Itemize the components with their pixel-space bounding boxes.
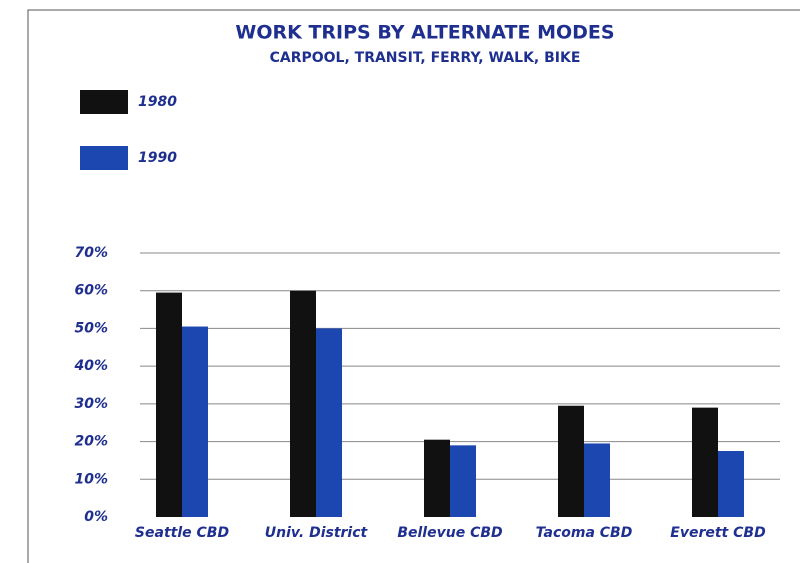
y-tick-label: 60% xyxy=(74,283,108,299)
x-tick-label: Everett CBD xyxy=(670,525,765,541)
bar xyxy=(316,328,342,517)
x-tick-label: Bellevue CBD xyxy=(397,525,502,541)
legend-swatch xyxy=(80,90,128,114)
legend-label: 1990 xyxy=(138,150,177,166)
y-tick-label: 30% xyxy=(74,396,108,412)
bar xyxy=(156,292,182,517)
bar xyxy=(290,290,316,517)
frame xyxy=(27,9,800,563)
bar xyxy=(558,405,584,517)
bar xyxy=(182,326,208,517)
y-tick-label: 70% xyxy=(74,245,108,261)
y-tick-label: 50% xyxy=(74,320,108,336)
chart-title: WORK TRIPS BY ALTERNATE MODES xyxy=(235,22,614,44)
bar xyxy=(450,445,476,517)
bar xyxy=(718,451,744,517)
legend-label: 1980 xyxy=(138,94,177,110)
y-tick-label: 0% xyxy=(84,509,108,525)
bar xyxy=(692,407,718,517)
chart-subtitle: CARPOOL, TRANSIT, FERRY, WALK, BIKE xyxy=(270,50,581,66)
legend-swatch xyxy=(80,146,128,170)
x-tick-label: Seattle CBD xyxy=(135,525,229,541)
x-tick-label: Univ. District xyxy=(265,525,369,541)
y-tick-label: 10% xyxy=(74,471,108,487)
x-tick-label: Tacoma CBD xyxy=(536,525,633,541)
y-tick-label: 20% xyxy=(74,434,108,450)
bar xyxy=(424,439,450,517)
bar xyxy=(584,443,610,517)
y-tick-label: 40% xyxy=(73,358,108,374)
